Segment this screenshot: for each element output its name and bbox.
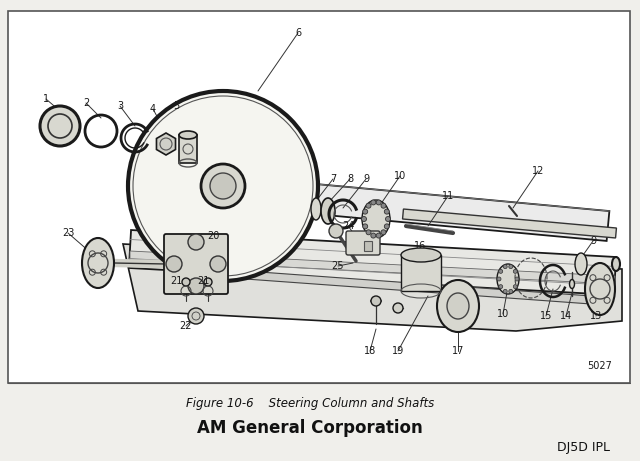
FancyBboxPatch shape (164, 234, 228, 294)
Polygon shape (314, 184, 609, 241)
Ellipse shape (204, 278, 212, 286)
Ellipse shape (497, 264, 519, 294)
Text: Figure 10-6    Steering Column and Shafts: Figure 10-6 Steering Column and Shafts (186, 396, 434, 409)
Ellipse shape (570, 279, 575, 289)
Text: 9: 9 (363, 174, 369, 184)
Ellipse shape (585, 263, 615, 315)
Circle shape (128, 91, 318, 281)
Polygon shape (123, 244, 622, 331)
Text: 7: 7 (330, 174, 336, 184)
Text: 4: 4 (150, 104, 156, 114)
Text: 17: 17 (452, 346, 464, 356)
Ellipse shape (179, 131, 197, 139)
FancyBboxPatch shape (8, 11, 630, 383)
Polygon shape (130, 251, 615, 284)
Circle shape (188, 234, 204, 250)
Ellipse shape (82, 238, 114, 288)
Circle shape (188, 308, 204, 324)
Text: 6: 6 (295, 28, 301, 38)
Circle shape (513, 269, 517, 273)
Text: 5: 5 (173, 101, 179, 111)
Text: 11: 11 (442, 191, 454, 201)
Circle shape (376, 233, 381, 238)
FancyBboxPatch shape (346, 231, 380, 255)
Circle shape (497, 277, 501, 281)
Text: 24: 24 (342, 221, 354, 231)
Circle shape (515, 277, 519, 281)
Circle shape (384, 209, 389, 214)
Circle shape (371, 200, 376, 205)
Ellipse shape (311, 198, 321, 220)
Circle shape (329, 224, 343, 238)
Text: 8: 8 (347, 174, 353, 184)
Circle shape (499, 284, 502, 289)
Circle shape (363, 209, 368, 214)
Circle shape (513, 284, 517, 289)
Text: 25: 25 (332, 261, 344, 271)
Ellipse shape (575, 253, 587, 275)
Polygon shape (403, 209, 616, 238)
Circle shape (503, 290, 508, 293)
Text: 21: 21 (170, 276, 182, 286)
Text: 10: 10 (394, 171, 406, 181)
Circle shape (509, 265, 513, 269)
Ellipse shape (371, 296, 381, 306)
Polygon shape (218, 269, 605, 305)
Text: 20: 20 (207, 231, 219, 241)
Text: 9: 9 (590, 236, 596, 246)
Text: 12: 12 (532, 166, 544, 176)
Text: 21: 21 (197, 276, 209, 286)
Circle shape (385, 217, 390, 221)
Text: 15: 15 (540, 311, 552, 321)
Circle shape (366, 230, 371, 235)
Text: DJ5D IPL: DJ5D IPL (557, 441, 610, 454)
Ellipse shape (401, 248, 441, 262)
Text: AM General Corporation: AM General Corporation (197, 419, 423, 437)
Text: 23: 23 (62, 228, 74, 238)
Text: 19: 19 (392, 346, 404, 356)
Circle shape (188, 278, 204, 294)
Circle shape (371, 233, 376, 238)
Circle shape (362, 217, 367, 221)
Circle shape (40, 106, 80, 146)
Bar (401, 255, 441, 291)
Text: 10: 10 (497, 309, 509, 319)
Polygon shape (156, 133, 175, 155)
Circle shape (503, 265, 508, 269)
Circle shape (210, 173, 236, 199)
Circle shape (376, 200, 381, 205)
Circle shape (210, 256, 226, 272)
Bar (364, 241, 372, 251)
Circle shape (393, 303, 403, 313)
Polygon shape (129, 230, 616, 295)
Text: 5027: 5027 (588, 361, 612, 371)
Circle shape (363, 224, 368, 229)
Circle shape (366, 203, 371, 208)
Circle shape (381, 230, 386, 235)
Ellipse shape (437, 280, 479, 332)
Text: 1: 1 (43, 94, 49, 104)
Circle shape (509, 290, 513, 293)
Ellipse shape (362, 200, 390, 238)
Text: 22: 22 (180, 321, 192, 331)
Circle shape (201, 164, 245, 208)
Text: 18: 18 (364, 346, 376, 356)
Text: 16: 16 (414, 241, 426, 251)
Ellipse shape (447, 293, 469, 319)
Ellipse shape (321, 198, 335, 224)
Ellipse shape (182, 278, 190, 286)
Circle shape (166, 256, 182, 272)
Text: 14: 14 (560, 311, 572, 321)
Ellipse shape (612, 257, 620, 271)
Bar (179, 135, 197, 163)
Text: 3: 3 (117, 101, 123, 111)
Circle shape (381, 203, 386, 208)
Circle shape (499, 269, 502, 273)
Text: 13: 13 (590, 311, 602, 321)
Circle shape (384, 224, 389, 229)
Text: 2: 2 (83, 98, 89, 108)
